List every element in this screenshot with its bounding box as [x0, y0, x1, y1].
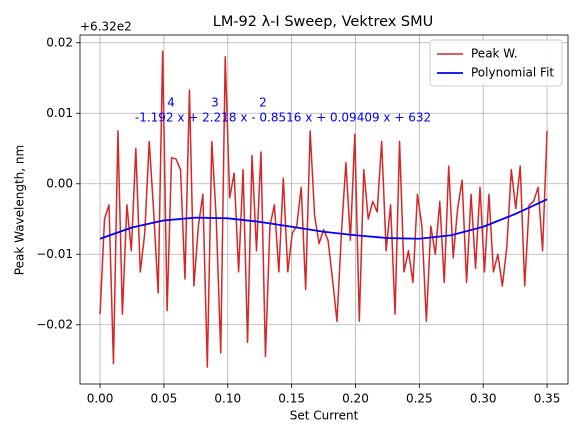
x-tick-label: 0.25 [406, 392, 433, 406]
y-tick-label: −0.01 [36, 247, 73, 261]
x-tick-label: 0.35 [534, 392, 561, 406]
series-line [99, 50, 548, 368]
annotation: -1.192 x + 2.218 x - 0.8516 x + 0.09409 … [135, 111, 431, 125]
series-line [99, 198, 548, 240]
x-tick-label: 0.10 [214, 392, 241, 406]
y-tick-label: 0.01 [46, 106, 73, 120]
legend-label: Polynomial Fit [471, 66, 554, 80]
x-tick-label: 0.30 [470, 392, 497, 406]
y-tick-label: 0.00 [46, 176, 73, 190]
y-axis-label: Peak Wavelength, nm [13, 145, 27, 275]
x-tick-label: 0.05 [151, 392, 178, 406]
plot-frame [79, 34, 569, 385]
x-tick-label: 0.00 [87, 392, 114, 406]
y-tick-label: 0.02 [46, 35, 73, 49]
x-tick-label: 0.15 [278, 392, 305, 406]
annotation-exponent: 3 [211, 96, 219, 110]
x-axis-label: Set Current [290, 409, 359, 423]
legend-label: Peak W. [471, 47, 518, 61]
annotation-exponent: 2 [259, 96, 267, 110]
x-tick-label: 0.20 [342, 392, 369, 406]
legend-box [429, 39, 563, 87]
legend: Peak W. Polynomial Fit [429, 39, 563, 87]
y-offset-label: +6.32e2 [80, 20, 132, 34]
chart-title: LM-92 λ-I Sweep, Vektrex SMU [213, 14, 434, 30]
annotation-exponent: 4 [167, 96, 175, 110]
y-tick-label: −0.02 [36, 317, 73, 331]
